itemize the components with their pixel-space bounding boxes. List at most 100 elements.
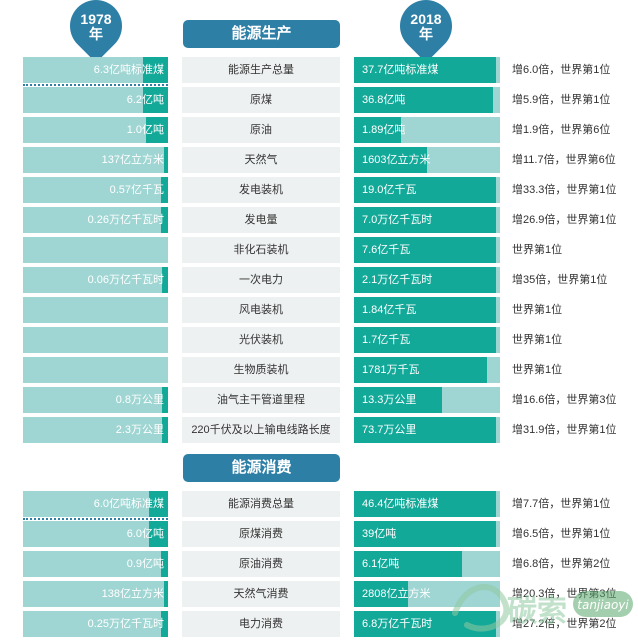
- bar-2018-fill: [354, 327, 496, 353]
- bar-1978-fill: [160, 207, 168, 233]
- table-row: 6.0亿吨 原煤消费 39亿吨 增6.5倍，世界第1位: [0, 521, 638, 547]
- bar-2018-fill: [354, 147, 427, 173]
- bar-1978: 6.3亿吨标准煤: [23, 57, 168, 83]
- value-1978: 0.8万公里: [115, 394, 164, 406]
- bar-1978-fill: [162, 387, 168, 413]
- bar-2018: 19.0亿千瓦: [354, 177, 500, 203]
- category-label: 光伏装机: [182, 327, 340, 353]
- bar-2018-fill: [354, 57, 496, 83]
- value-1978: 138亿立方米: [101, 588, 164, 600]
- bar-2018-fill: [354, 491, 496, 517]
- value-1978: 6.2亿吨: [126, 94, 164, 106]
- bar-2018: 2808亿立方米: [354, 581, 500, 607]
- value-1978: 0.9亿吨: [126, 558, 164, 570]
- table-row: 0.25万亿千瓦时 电力消费 6.8万亿千瓦时 增27.2倍，世界第2位: [0, 611, 638, 637]
- growth-note: 增27.2倍，世界第2位: [512, 618, 617, 630]
- bar-1978-fill: [160, 551, 168, 577]
- bar-2018-fill: [354, 87, 493, 113]
- bar-2018-fill: [354, 117, 401, 143]
- value-1978: 6.3亿吨标准煤: [93, 64, 164, 76]
- growth-note: 增1.9倍，世界第6位: [512, 124, 611, 136]
- bar-2018-fill: [354, 237, 496, 263]
- category-label: 能源生产总量: [182, 57, 340, 83]
- bar-2018: 7.0万亿千瓦时: [354, 207, 500, 233]
- category-label: 原油消费: [182, 551, 340, 577]
- value-2018: 7.0万亿千瓦时: [362, 214, 433, 226]
- bar-2018: 6.8万亿千瓦时: [354, 611, 500, 637]
- growth-note: 世界第1位: [512, 364, 563, 376]
- value-1978: 1.0亿吨: [126, 124, 164, 136]
- bar-1978: 0.9亿吨: [23, 551, 168, 577]
- bar-1978-fill: [163, 581, 168, 607]
- bar-1978-fill: [162, 417, 168, 443]
- value-2018: 6.1亿吨: [362, 558, 400, 570]
- bar-2018-fill: [354, 207, 496, 233]
- category-label: 原煤: [182, 87, 340, 113]
- bar-1978: 0.26万亿千瓦时: [23, 207, 168, 233]
- table-row: 6.2亿吨 原煤 36.8亿吨 增5.9倍，世界第1位: [0, 87, 638, 113]
- value-2018: 7.6亿千瓦: [362, 244, 411, 256]
- section-title-consumption: 能源消费: [183, 454, 340, 482]
- bar-1978-fill: [143, 87, 168, 113]
- growth-note: 增31.9倍，世界第1位: [512, 424, 617, 436]
- value-1978: 137亿立方米: [101, 154, 164, 166]
- section-title-production: 能源生产: [183, 20, 340, 48]
- growth-note: 增16.6倍，世界第3位: [512, 394, 617, 406]
- bar-2018: 1603亿立方米: [354, 147, 500, 173]
- value-2018: 46.4亿吨标准煤: [362, 498, 439, 510]
- bar-2018-fill: [354, 357, 487, 383]
- bar-1978: [23, 297, 168, 323]
- bar-2018: 1.84亿千瓦: [354, 297, 500, 323]
- value-2018: 39亿吨: [362, 528, 397, 540]
- bar-1978: 137亿立方米: [23, 147, 168, 173]
- year-2018-number: 2018: [410, 11, 442, 27]
- bar-2018: 1.7亿千瓦: [354, 327, 500, 353]
- value-2018: 6.8万亿千瓦时: [362, 618, 433, 630]
- bar-2018-fill: [354, 417, 496, 443]
- bar-2018: 39亿吨: [354, 521, 500, 547]
- category-label: 能源消费总量: [182, 491, 340, 517]
- category-label: 220千伏及以上输电线路长度: [182, 417, 340, 443]
- table-row: 生物质装机 1781万千瓦 世界第1位: [0, 357, 638, 383]
- bar-1978: 0.57亿千瓦: [23, 177, 168, 203]
- growth-note: 增6.0倍，世界第1位: [512, 64, 611, 76]
- growth-note: 世界第1位: [512, 244, 563, 256]
- growth-note: 世界第1位: [512, 304, 563, 316]
- category-label: 发电装机: [182, 177, 340, 203]
- value-2018: 19.0亿千瓦: [362, 184, 417, 196]
- value-2018: 73.7万公里: [362, 424, 417, 436]
- category-label: 原煤消费: [182, 521, 340, 547]
- table-row: 0.9亿吨 原油消费 6.1亿吨 增6.8倍，世界第2位: [0, 551, 638, 577]
- bar-1978: 6.0亿吨: [23, 521, 168, 547]
- bar-2018: 37.7亿吨标准煤: [354, 57, 500, 83]
- bar-2018: 1781万千瓦: [354, 357, 500, 383]
- value-1978: 0.57亿千瓦: [109, 184, 164, 196]
- growth-note: 增35倍，世界第1位: [512, 274, 608, 286]
- bar-2018-fill: [354, 267, 496, 293]
- growth-note: 增26.9倍，世界第1位: [512, 214, 617, 226]
- bar-1978: 138亿立方米: [23, 581, 168, 607]
- bar-2018: 7.6亿千瓦: [354, 237, 500, 263]
- table-row: 137亿立方米 天然气 1603亿立方米 增11.7倍，世界第6位: [0, 147, 638, 173]
- bar-2018-fill: [354, 551, 463, 577]
- table-row: 0.26万亿千瓦时 发电量 7.0万亿千瓦时 增26.9倍，世界第1位: [0, 207, 638, 233]
- category-label: 油气主干管道里程: [182, 387, 340, 413]
- bar-1978: 6.2亿吨: [23, 87, 168, 113]
- value-2018: 2.1万亿千瓦时: [362, 274, 433, 286]
- dotted-separator: [23, 518, 168, 520]
- category-label: 天然气消费: [182, 581, 340, 607]
- table-row: 1.0亿吨 原油 1.89亿吨 增1.9倍，世界第6位: [0, 117, 638, 143]
- bar-2018: 36.8亿吨: [354, 87, 500, 113]
- value-1978: 0.26万亿千瓦时: [87, 214, 164, 226]
- value-1978: 0.06万亿千瓦时: [87, 274, 164, 286]
- bar-1978-fill: [163, 147, 168, 173]
- value-2018: 36.8亿吨: [362, 94, 406, 106]
- value-1978: 6.0亿吨: [126, 528, 164, 540]
- growth-note: 增5.9倍，世界第1位: [512, 94, 611, 106]
- bar-2018: 46.4亿吨标准煤: [354, 491, 500, 517]
- category-label: 一次电力: [182, 267, 340, 293]
- growth-note: 增33.3倍，世界第1位: [512, 184, 617, 196]
- bar-1978-fill: [149, 521, 168, 547]
- bar-1978: 1.0亿吨: [23, 117, 168, 143]
- bar-2018-fill: [354, 581, 409, 607]
